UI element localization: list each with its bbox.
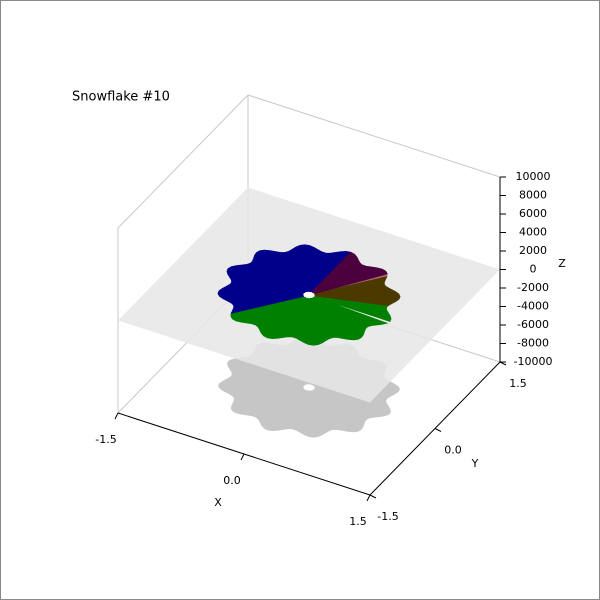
x-tick <box>114 412 119 420</box>
box-edge <box>247 94 501 178</box>
snowflake-red <box>307 251 401 306</box>
z-tick-label: 10000 <box>516 170 551 183</box>
y-tick-label: 0.0 <box>444 444 462 457</box>
y-tick <box>434 428 442 432</box>
z-tick-label: -8000 <box>517 337 549 350</box>
x-tick <box>240 453 245 461</box>
shadow-hole <box>302 384 316 391</box>
z-tick-label: 2000 <box>519 244 547 257</box>
z-tick-label: -10000 <box>514 355 553 368</box>
x-tick-label: -1.5 <box>95 433 116 446</box>
z-tick-label: 6000 <box>519 207 547 220</box>
z-tick-label: -4000 <box>517 300 549 313</box>
x-tick <box>366 494 371 502</box>
z-tick-label: -2000 <box>517 281 549 294</box>
z-tick-label: 0 <box>530 263 537 276</box>
snowflake-hole <box>302 291 316 299</box>
x-tick-label: 1.5 <box>349 515 367 528</box>
z-tick-label: 4000 <box>519 226 547 239</box>
z-axis-label: Z <box>558 257 566 270</box>
y-tick-label: 1.5 <box>509 377 527 390</box>
z-tick-label: 8000 <box>519 189 547 202</box>
box-edge <box>117 94 249 229</box>
x-tick-label: 0.0 <box>223 474 241 487</box>
y-tick <box>369 494 377 499</box>
y-axis-label: Y <box>471 457 479 470</box>
z-tick-label: -6000 <box>517 318 549 331</box>
y-tick-label: -1.5 <box>377 510 398 523</box>
chart-title: Snowflake #10 <box>72 90 170 105</box>
x-axis-label: X <box>214 496 222 509</box>
